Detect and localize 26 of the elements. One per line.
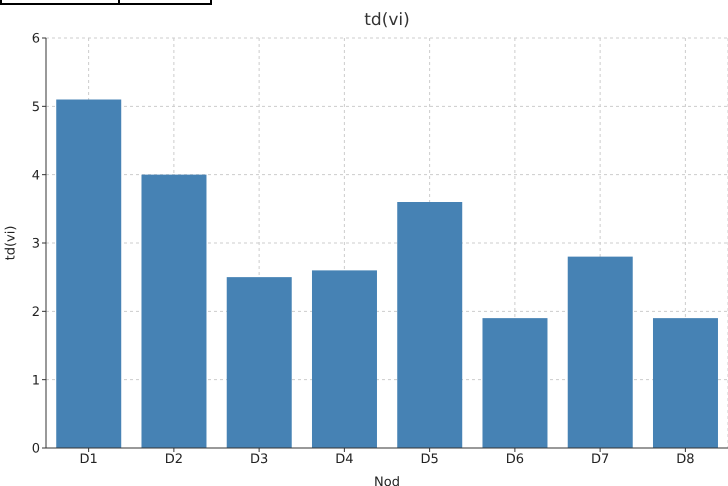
y-axis-title: td(vi) xyxy=(4,226,19,260)
bar xyxy=(56,100,122,448)
y-tick-label: 4 xyxy=(32,168,40,184)
x-tick-label: D5 xyxy=(420,452,439,468)
chart-title: td(vi) xyxy=(363,10,411,30)
y-tick-label: 1 xyxy=(32,373,40,388)
bar xyxy=(568,256,633,448)
x-tick-label: D7 xyxy=(590,452,610,468)
x-tick-label: D1 xyxy=(79,452,98,468)
x-tick-label: D3 xyxy=(250,452,268,468)
y-tick-label: 0 xyxy=(32,442,40,457)
bar xyxy=(652,318,718,448)
bar xyxy=(312,270,377,448)
y-tick-label: 6 xyxy=(32,32,40,47)
x-tick-label: D2 xyxy=(164,452,184,468)
x-tick-label: D4 xyxy=(335,452,354,468)
x-tick-label: D6 xyxy=(506,452,524,468)
x-axis-title: Nod xyxy=(374,475,400,486)
x-tick-label: D8 xyxy=(676,452,695,468)
bar xyxy=(226,277,292,448)
bar xyxy=(482,318,548,448)
y-tick-label: 3 xyxy=(32,236,40,252)
y-tick-label: 2 xyxy=(32,304,40,320)
bar xyxy=(141,174,206,448)
bar xyxy=(397,202,462,448)
y-tick-label: 5 xyxy=(32,100,40,115)
